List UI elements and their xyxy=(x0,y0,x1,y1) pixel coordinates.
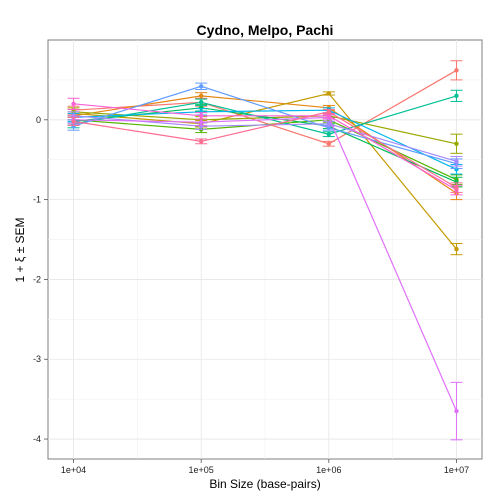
series-line xyxy=(73,95,457,135)
data-point xyxy=(454,185,459,190)
y-tick-label: -4 xyxy=(33,434,41,444)
x-tick-label: 1e+05 xyxy=(189,465,214,475)
series-line xyxy=(73,109,457,170)
data-point xyxy=(198,139,204,144)
data-point xyxy=(198,100,204,105)
series-layer xyxy=(67,60,463,441)
data-point xyxy=(326,109,332,115)
chart-title: Cydno, Melpo, Pachi xyxy=(197,22,334,38)
series-line xyxy=(73,111,457,189)
data-point xyxy=(326,131,332,137)
data-point xyxy=(454,93,459,99)
series-line xyxy=(73,103,457,191)
data-point xyxy=(326,141,332,146)
y-tick-label: -1 xyxy=(33,195,41,205)
series-line xyxy=(73,116,458,412)
data-point xyxy=(198,84,204,89)
y-tick-label: -2 xyxy=(33,274,41,284)
y-tick-label: -3 xyxy=(33,354,41,364)
x-tick-label: 1e+06 xyxy=(316,465,341,475)
y-axis-title: 1 + ξ ± SEM xyxy=(13,218,27,283)
data-point xyxy=(454,141,459,146)
x-tick-label: 1e+07 xyxy=(444,465,469,475)
data-point xyxy=(326,91,332,96)
y-tick-label: 0 xyxy=(36,115,41,125)
tick-layer: 1e+04 1e+05 1e+06 1e+07 0 -1 -2 -3 -4 xyxy=(33,115,469,475)
x-tick-label: 1e+04 xyxy=(61,465,86,475)
series-line xyxy=(73,85,457,165)
data-point xyxy=(71,101,76,107)
data-point xyxy=(454,159,459,164)
series-13 xyxy=(67,108,463,193)
data-point xyxy=(454,246,459,252)
data-point xyxy=(454,408,459,414)
data-point xyxy=(71,119,76,124)
series-line xyxy=(73,92,457,250)
data-point xyxy=(326,121,332,127)
data-point xyxy=(454,68,459,73)
data-point xyxy=(198,93,204,99)
x-axis-title: Bin Size (base-pairs) xyxy=(209,477,320,491)
data-point xyxy=(198,120,204,125)
data-point xyxy=(198,113,204,119)
